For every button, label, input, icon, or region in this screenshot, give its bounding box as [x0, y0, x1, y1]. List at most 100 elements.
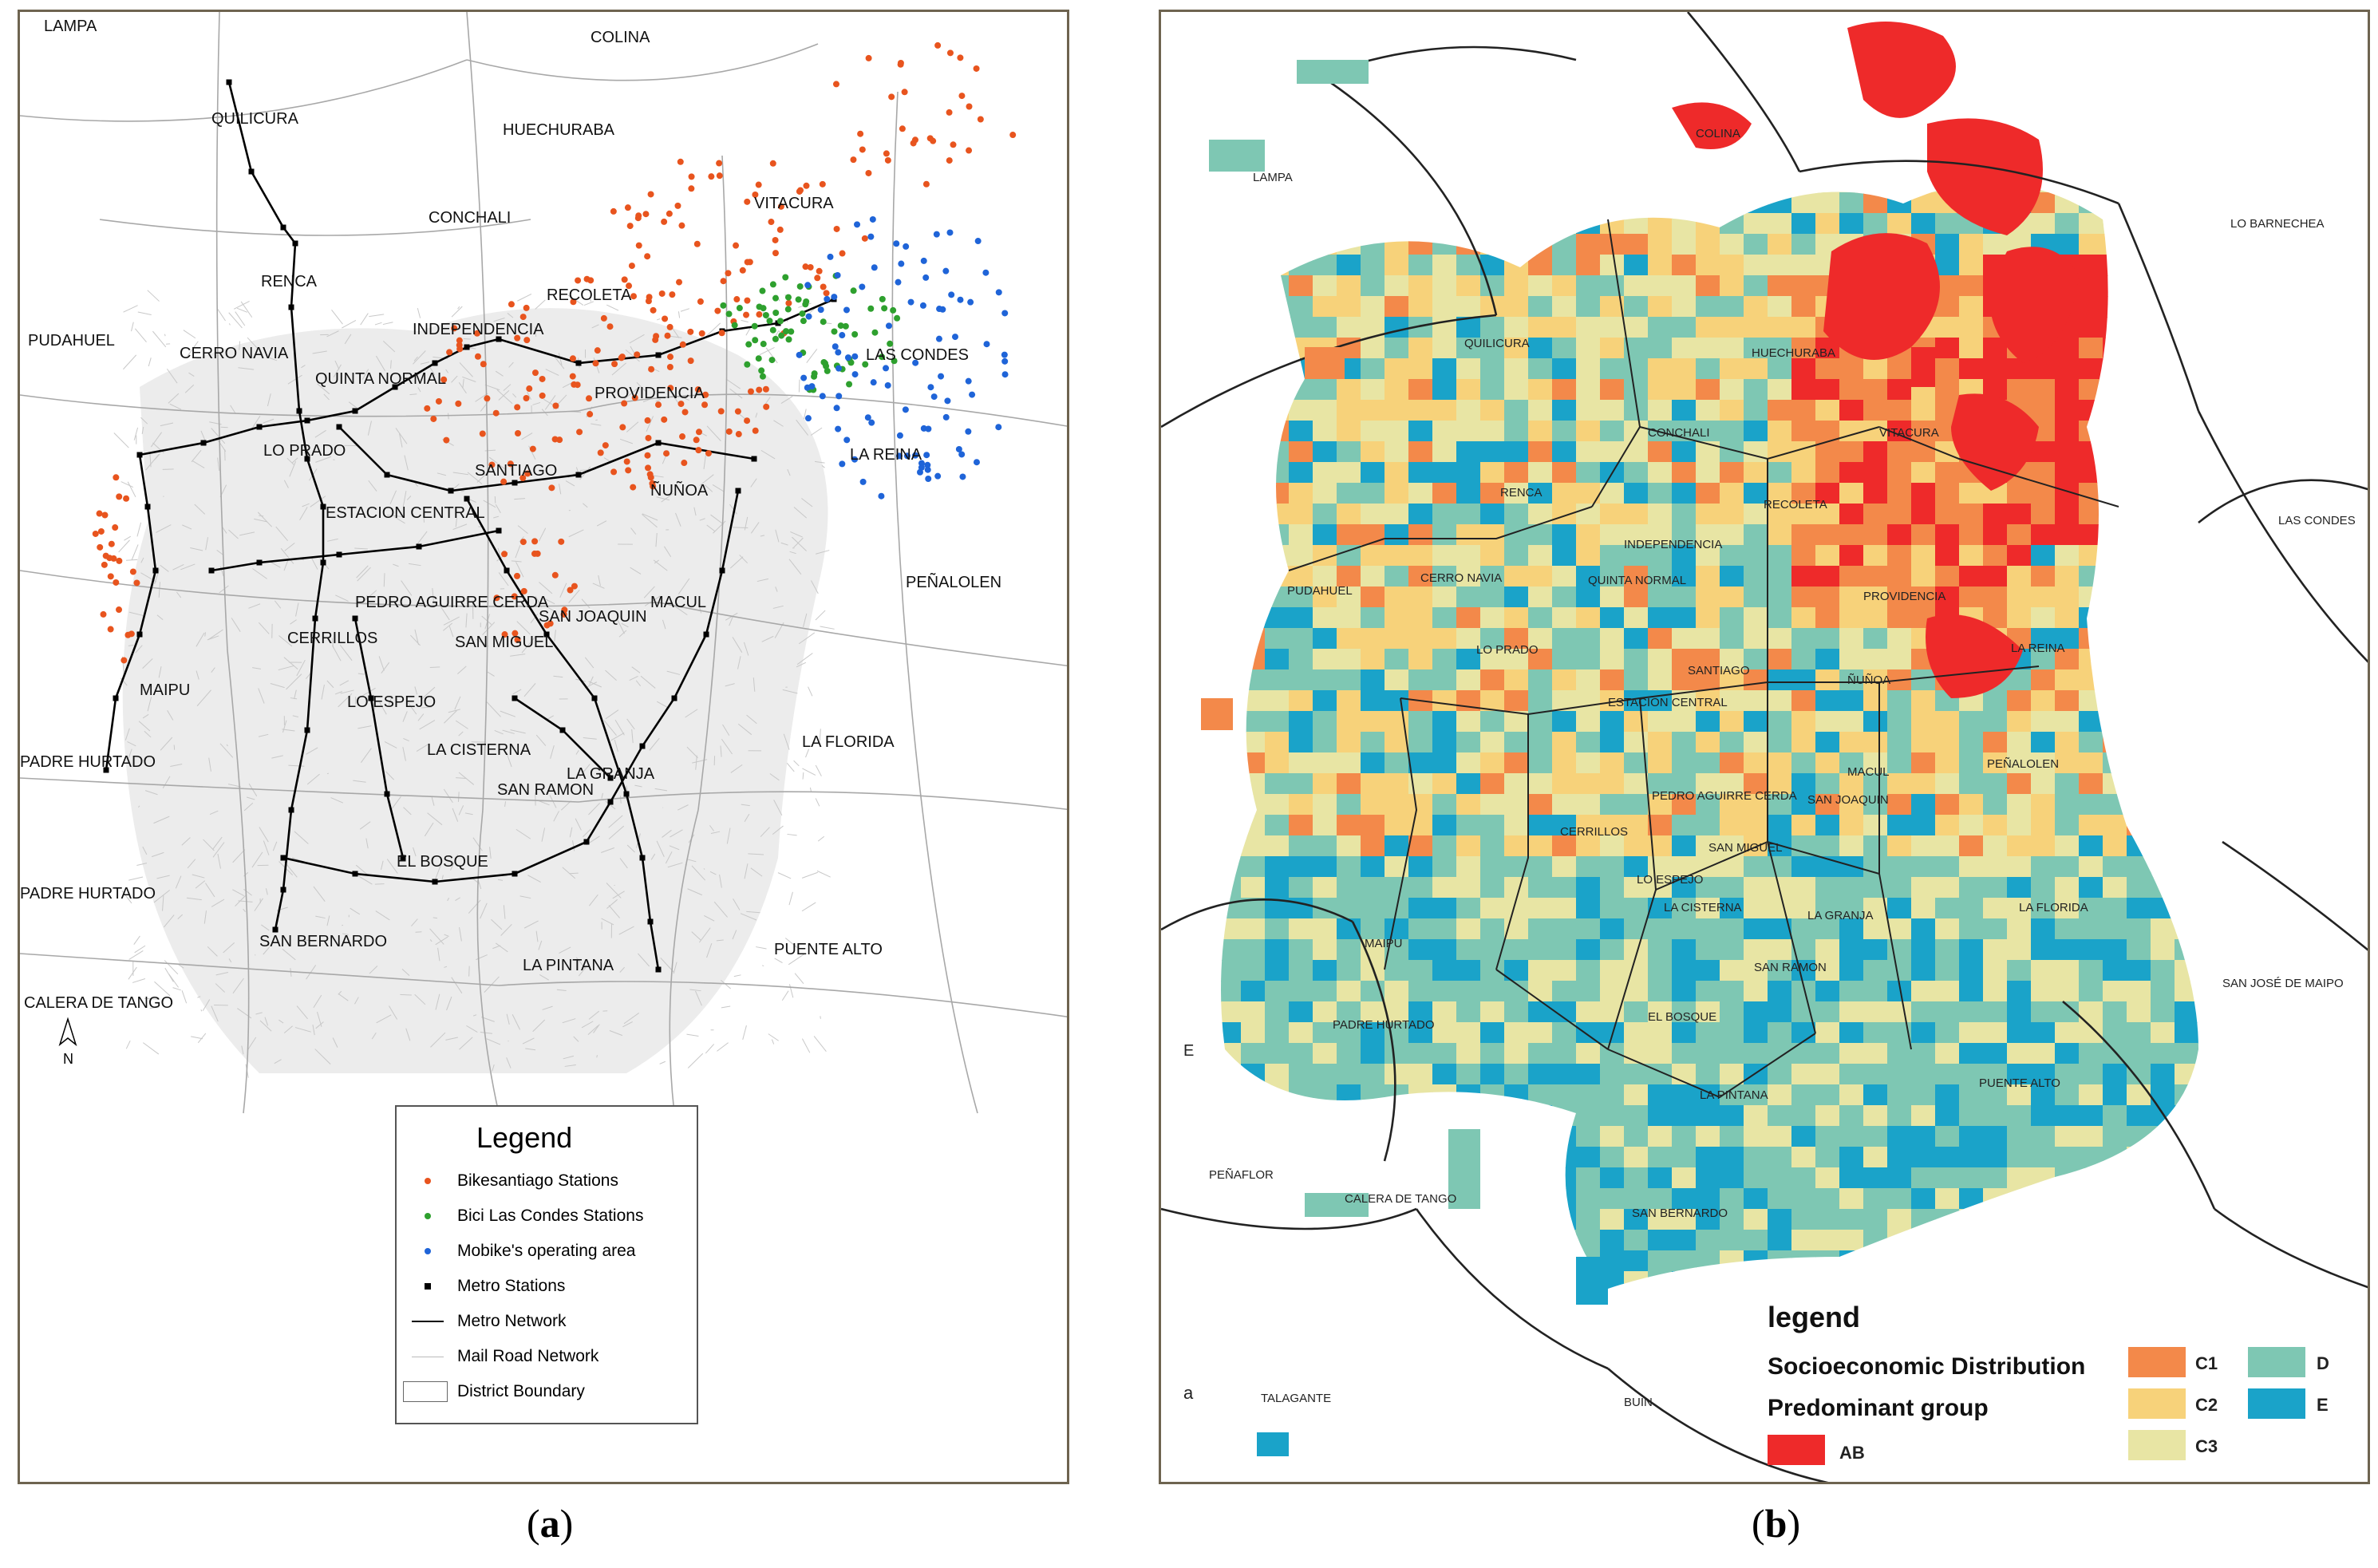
mosaic-tile	[1504, 835, 1529, 857]
road-segment	[156, 614, 164, 621]
mosaic-tile	[1959, 939, 1984, 961]
bikesantiago-station	[635, 242, 642, 249]
mosaic-tile	[1648, 711, 1673, 733]
mosaic-tile	[2031, 504, 2056, 525]
road-segment	[384, 741, 397, 748]
road-segment	[299, 507, 308, 520]
bikesantiago-station	[124, 631, 132, 638]
road-segment	[601, 792, 603, 799]
road-segment	[192, 874, 205, 879]
bikesantiago-station	[523, 394, 530, 401]
bikesantiago-station	[576, 429, 583, 436]
mosaic-tile	[1744, 1084, 1768, 1106]
metro-station	[208, 567, 215, 574]
bikesantiago-station	[772, 250, 779, 257]
bikesantiago-station	[526, 385, 533, 393]
road-segment	[402, 711, 408, 722]
mosaic-tile	[1935, 1188, 1960, 1210]
bikesantiago-station	[807, 263, 814, 271]
mosaic-tile	[1815, 1209, 1840, 1230]
mobike-area-point	[935, 335, 942, 342]
mosaic-tile	[1480, 628, 1505, 650]
mosaic-tile	[1337, 939, 1361, 961]
road-segment	[255, 1012, 263, 1015]
road-segment	[809, 787, 812, 792]
metro-network	[103, 79, 837, 973]
mosaic-tile	[1720, 1188, 1744, 1210]
mosaic-tile	[1720, 1064, 1744, 1085]
mosaic-tile	[1744, 483, 1768, 504]
bici-las-condes-station	[782, 274, 789, 281]
mosaic-tile	[1672, 815, 1697, 836]
mosaic-tile	[1959, 815, 1984, 836]
bikesantiago-station	[769, 160, 776, 167]
place-label: PEDRO AGUIRRE CERDA	[1652, 789, 1797, 803]
road-segment	[272, 841, 278, 851]
metro-station	[464, 496, 470, 502]
mosaic-tile	[1911, 1126, 1936, 1147]
place-label: CONCHALI	[429, 209, 512, 227]
mosaic-tile	[1289, 835, 1313, 857]
mosaic-tile	[1504, 504, 1529, 525]
bikesantiago-station	[865, 169, 872, 176]
district-boundary	[891, 91, 914, 731]
outlying-fragment	[1305, 347, 1345, 379]
road-segment	[806, 349, 818, 363]
bikesantiago-station	[514, 636, 521, 643]
bikesantiago-station	[446, 349, 453, 356]
mosaic-tile	[1911, 545, 1936, 567]
district-boundary	[658, 602, 1067, 667]
place-label: ÑUÑOA	[1847, 673, 1891, 687]
road-segment	[815, 764, 822, 776]
mosaic-tile	[2031, 898, 2056, 919]
mobike-area-point	[933, 231, 940, 238]
bici-las-condes-station	[796, 282, 804, 290]
road-segment	[503, 905, 506, 919]
place-label: SAN MIGUEL	[455, 634, 554, 651]
mosaic-tile	[1265, 690, 1290, 712]
mosaic-tile	[1552, 545, 1577, 567]
mobike-area-point	[839, 332, 846, 339]
swatch-label-c2: C2	[2195, 1395, 2218, 1415]
mosaic-tile	[2007, 1084, 2032, 1106]
mosaic-tile	[1456, 504, 1481, 525]
mosaic-tile	[1648, 1250, 1673, 1272]
mosaic-tile	[1791, 379, 1816, 401]
road-segment	[677, 804, 689, 811]
road-segment	[118, 539, 130, 553]
mosaic-tile	[1983, 732, 2008, 753]
road-segment	[265, 888, 268, 895]
metro-station	[256, 424, 263, 430]
bikesantiago-station	[451, 325, 458, 332]
mosaic-tile	[1839, 773, 1864, 795]
road-segment	[128, 876, 144, 881]
mosaic-tile	[1337, 815, 1361, 836]
mosaic-tile	[1839, 504, 1864, 525]
mosaic-tile	[1887, 441, 1912, 463]
road-segment	[821, 464, 825, 468]
place-label: ÑUÑOA	[650, 482, 709, 500]
mosaic-tile	[1361, 835, 1385, 857]
road-segment	[575, 467, 579, 472]
road-segment	[698, 927, 711, 943]
road-segment	[142, 1042, 160, 1055]
mosaic-tile	[1791, 898, 1816, 919]
legend-b-subtitle: Socioeconomic Distribution	[1768, 1353, 2086, 1380]
mosaic-tile	[1791, 1064, 1816, 1085]
mosaic-tile	[1648, 669, 1673, 691]
bikesantiago-station	[762, 385, 769, 393]
mosaic-tile	[1408, 504, 1433, 525]
commune-boundary	[1495, 714, 1529, 970]
road-segment	[228, 312, 243, 329]
mosaic-tile	[1432, 379, 1457, 401]
mosaic-tile	[1361, 877, 1385, 899]
road-segment	[331, 645, 342, 662]
mosaic-tile	[1696, 566, 1720, 587]
outlying-fragment	[1576, 1257, 1608, 1305]
bikesantiago-station	[717, 408, 725, 415]
mosaic-tile	[1863, 1188, 1888, 1210]
district-boundary	[913, 729, 978, 1114]
mosaic-tile	[1768, 690, 1792, 712]
district-boundary	[476, 809, 500, 1114]
mosaic-tile	[1839, 1001, 1864, 1023]
